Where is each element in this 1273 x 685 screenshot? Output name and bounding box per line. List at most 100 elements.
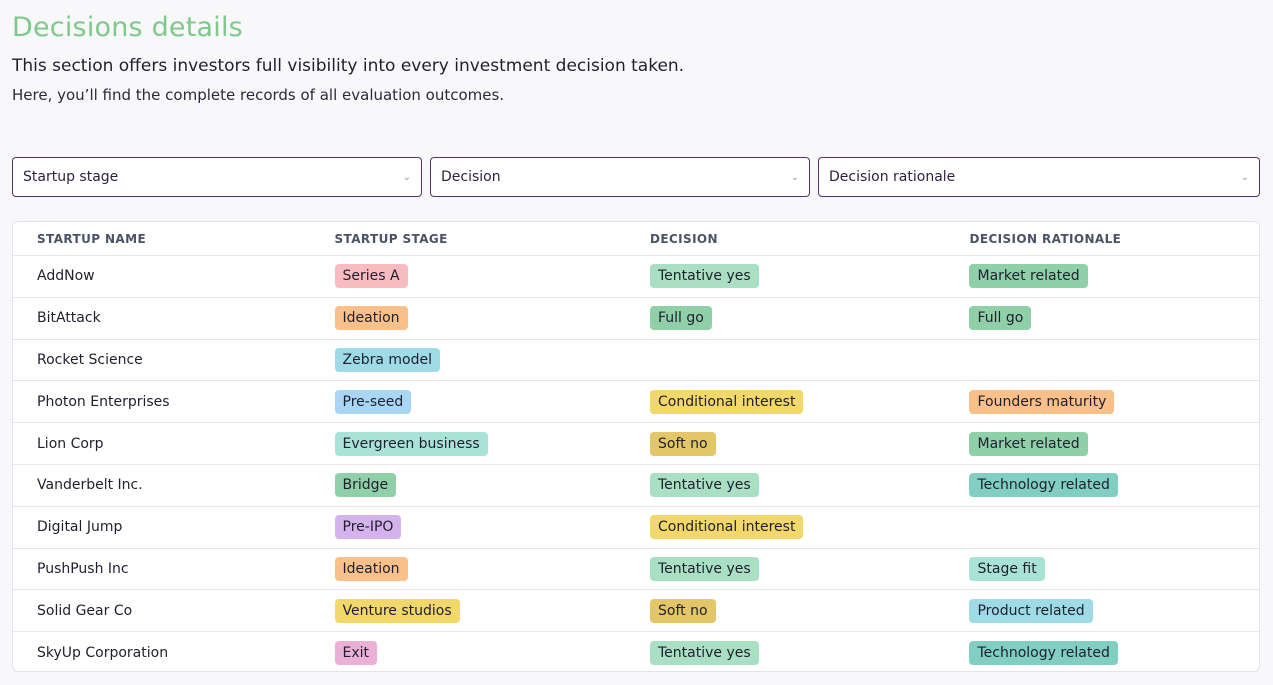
stage-badge: Ideation	[334, 306, 408, 331]
rationale-badge: Full go	[969, 306, 1032, 331]
rationale-badge: Founders maturity	[969, 389, 1115, 414]
stage-badge: Series A	[334, 264, 408, 289]
startup-stage-select[interactable]: Startup stage ⌄	[12, 157, 422, 197]
decision-badge: Tentative yes	[650, 641, 759, 666]
cell-decision-rationale: Founders maturity	[969, 381, 1259, 422]
cell-startup-stage: Pre-IPO	[334, 507, 650, 548]
cell-decision: Soft no	[650, 590, 969, 631]
table-header: STARTUP NAME STARTUP STAGE DECISION DECI…	[13, 222, 1259, 256]
startup-name: Vanderbelt Inc.	[37, 477, 143, 494]
decision-badge: Tentative yes	[650, 473, 759, 498]
table-row[interactable]: Vanderbelt Inc. Bridge Tentative yes Techno…	[13, 465, 1259, 507]
cell-decision-rationale	[969, 340, 1259, 381]
cell-startup-stage: Ideation	[334, 298, 650, 339]
decision-badge: Tentative yes	[650, 556, 759, 581]
cell-decision-rationale: Technology related	[969, 632, 1259, 671]
cell-startup-stage: Evergreen business	[334, 423, 650, 464]
column-header-decision-rationale[interactable]: DECISION RATIONALE	[969, 231, 1122, 246]
rationale-badge: Stage fit	[969, 556, 1045, 581]
column-header-decision[interactable]: DECISION	[650, 231, 718, 246]
stage-badge: Ideation	[334, 556, 408, 581]
cell-decision	[650, 340, 969, 381]
table-row[interactable]: PushPush Inc Ideation Tentative yes Stage f…	[13, 549, 1259, 591]
decision-badge: Soft no	[650, 431, 716, 456]
startup-stage-select-label: Startup stage	[23, 169, 119, 185]
startup-name: Photon Enterprises	[37, 393, 170, 410]
rationale-badge: Market related	[969, 264, 1088, 289]
startup-name: Digital Jump	[37, 519, 123, 536]
cell-decision-rationale: Technology related	[969, 465, 1259, 506]
decision-rationale-select[interactable]: Decision rationale ⌄	[818, 157, 1260, 197]
table-row[interactable]: Photon Enterprises Pre-seed Conditional in…	[13, 381, 1259, 424]
table-row[interactable]: Rocket Science Zebra model	[13, 340, 1259, 382]
column-header-startup-name[interactable]: STARTUP NAME	[37, 231, 147, 246]
cell-startup-name: Lion Corp	[13, 423, 335, 464]
stage-badge: Pre-IPO	[334, 515, 402, 540]
chevron-down-icon: ⌄	[790, 171, 799, 183]
decision-select-label: Decision	[441, 169, 501, 185]
cell-decision: Tentative yes	[650, 465, 969, 506]
table-row[interactable]: Lion Corp Evergreen business Soft no Market…	[13, 423, 1259, 465]
rationale-badge: Market related	[969, 431, 1088, 456]
cell-decision-rationale: Product related	[969, 590, 1259, 631]
cell-startup-name: Photon Enterprises	[13, 381, 335, 422]
cell-decision: Tentative yes	[650, 632, 969, 671]
cell-startup-name: BitAttack	[13, 298, 335, 339]
decision-badge: Soft no	[650, 598, 716, 623]
stage-badge: Pre-seed	[334, 389, 412, 414]
decision-badge: Conditional interest	[650, 389, 804, 414]
cell-decision: Conditional interest	[650, 381, 969, 422]
decisions-table: STARTUP NAME STARTUP STAGE DECISION DECI…	[12, 221, 1260, 672]
cell-decision-rationale	[969, 507, 1259, 548]
page-title: Decisions details	[12, 12, 243, 43]
startup-name: Solid Gear Co	[37, 602, 133, 619]
cell-startup-stage: Ideation	[334, 549, 650, 590]
stage-badge: Exit	[334, 641, 378, 666]
chevron-down-icon: ⌄	[1240, 171, 1249, 183]
startup-name: Rocket Science	[37, 351, 143, 368]
cell-startup-stage: Exit	[334, 632, 650, 671]
page-subtitle: This section offers investors full visib…	[12, 56, 685, 76]
table-row[interactable]: Digital Jump Pre-IPO Conditional interest	[13, 507, 1259, 549]
column-header-startup-stage[interactable]: STARTUP STAGE	[334, 231, 448, 246]
stage-badge: Zebra model	[334, 347, 440, 372]
cell-decision: Tentative yes	[650, 549, 969, 590]
cell-startup-stage: Zebra model	[334, 340, 650, 381]
decision-select[interactable]: Decision ⌄	[430, 157, 810, 197]
cell-decision-rationale: Market related	[969, 423, 1259, 464]
cell-startup-name: AddNow	[13, 256, 335, 297]
startup-name: PushPush Inc	[37, 560, 129, 577]
cell-decision: Conditional interest	[650, 507, 969, 548]
cell-startup-name: Rocket Science	[13, 340, 335, 381]
table-row[interactable]: Solid Gear Co Venture studios Soft no Produ…	[13, 590, 1259, 633]
startup-name: BitAttack	[37, 310, 101, 327]
table-body: AddNow Series A Tentative yes Market relate…	[13, 256, 1259, 671]
startup-name: Lion Corp	[37, 435, 104, 452]
startup-name: SkyUp Corporation	[37, 645, 169, 662]
cell-startup-name: PushPush Inc	[13, 549, 335, 590]
page-description: Here, you’ll find the complete records o…	[12, 86, 505, 104]
chevron-down-icon: ⌄	[402, 171, 411, 183]
cell-startup-name: Vanderbelt Inc.	[13, 465, 335, 506]
stage-badge: Venture studios	[334, 598, 460, 623]
cell-startup-name: Solid Gear Co	[13, 590, 335, 631]
table-row[interactable]: BitAttack Ideation Full go Full go	[13, 298, 1259, 340]
cell-decision: Full go	[650, 298, 969, 339]
cell-startup-name: Digital Jump	[13, 507, 335, 548]
decision-rationale-select-label: Decision rationale	[829, 169, 956, 185]
cell-decision-rationale: Full go	[969, 298, 1259, 339]
decision-badge: Tentative yes	[650, 264, 759, 289]
table-row[interactable]: SkyUp Corporation Exit Tentative yes Techno…	[13, 632, 1259, 671]
decision-badge: Full go	[650, 306, 712, 331]
cell-decision-rationale: Market related	[969, 256, 1259, 297]
cell-decision: Tentative yes	[650, 256, 969, 297]
rationale-badge: Technology related	[969, 473, 1118, 498]
decision-badge: Conditional interest	[650, 515, 804, 540]
table-row[interactable]: AddNow Series A Tentative yes Market relate…	[13, 256, 1259, 298]
cell-decision: Soft no	[650, 423, 969, 464]
rationale-badge: Product related	[969, 598, 1093, 623]
stage-badge: Bridge	[334, 473, 397, 498]
cell-startup-stage: Pre-seed	[334, 381, 650, 422]
stage-badge: Evergreen business	[334, 431, 488, 456]
rationale-badge: Technology related	[969, 641, 1118, 666]
